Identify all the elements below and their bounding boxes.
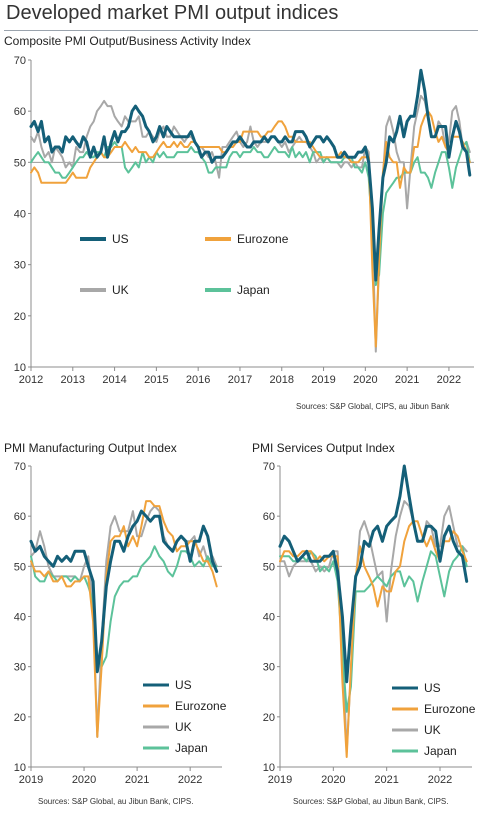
services-legend-label-us: US bbox=[424, 681, 441, 695]
composite-x-tick-label: 2012 bbox=[19, 374, 43, 386]
composite-chart-title: Composite PMI Output/Business Activity I… bbox=[4, 34, 251, 48]
services-y-tick-label: 40 bbox=[263, 612, 275, 624]
composite-y-tick-label: 60 bbox=[14, 106, 26, 118]
services-y-tick-label: 20 bbox=[263, 712, 275, 724]
manufacturing-y-tick-label: 30 bbox=[14, 662, 26, 674]
composite-y-tick-label: 20 bbox=[14, 311, 26, 323]
services-y-tick-label: 10 bbox=[263, 762, 275, 774]
page-title: Developed market PMI output indices bbox=[6, 2, 339, 24]
composite-y-tick-label: 10 bbox=[14, 362, 26, 374]
services-y-tick-label: 60 bbox=[263, 511, 275, 523]
composite-x-tick-label: 2020 bbox=[353, 374, 377, 386]
composite-x-tick-label: 2017 bbox=[228, 374, 252, 386]
composite-x-tick-label: 2022 bbox=[437, 374, 461, 386]
services-y-tick-label: 70 bbox=[263, 461, 275, 473]
services-y-tick-label: 30 bbox=[263, 662, 275, 674]
composite-x-tick-label: 2019 bbox=[311, 374, 335, 386]
manufacturing-chart: 10 20 30 40 50 60 70 2019 2020 2021 2022 US Eurozone… bbox=[14, 461, 227, 786]
composite-series-uk-line bbox=[30, 94, 471, 353]
composite-legend: US Eurozone UK Japan bbox=[80, 232, 289, 297]
services-chart: 10 20 30 40 50 60 70 2019 2020 2021 2022 US Eurozone… bbox=[263, 461, 476, 786]
manufacturing-x-tick-label: 2019 bbox=[19, 774, 43, 786]
services-x-tick-label: 2021 bbox=[374, 774, 398, 786]
manufacturing-y-tick-label: 60 bbox=[14, 511, 26, 523]
services-x-tick-label: 2020 bbox=[321, 774, 345, 786]
composite-chart: 10 20 30 40 50 60 70 2012 2013 2014 2015 2016 2017 20… bbox=[14, 55, 474, 386]
services-series-us-line bbox=[278, 464, 469, 684]
manufacturing-y-tick-label: 40 bbox=[14, 612, 26, 624]
manufacturing-x-tick-label: 2021 bbox=[125, 774, 149, 786]
manufacturing-legend-label-japan: Japan bbox=[175, 741, 208, 755]
manufacturing-legend-label-us: US bbox=[175, 678, 192, 692]
composite-x-tick-label: 2021 bbox=[395, 374, 419, 386]
composite-legend-label-japan: Japan bbox=[237, 283, 270, 297]
composite-y-tick-label: 40 bbox=[14, 209, 26, 221]
manufacturing-series-japan-line bbox=[30, 545, 218, 668]
composite-y-tick-label: 50 bbox=[14, 157, 26, 169]
composite-x-tick-label: 2015 bbox=[144, 374, 168, 386]
services-source-note: Sources: S&P Global, au Jibun Bank, CIPS… bbox=[293, 797, 449, 806]
services-legend: US Eurozone UK Japan bbox=[392, 681, 476, 758]
manufacturing-y-tick-label: 50 bbox=[14, 561, 26, 573]
title-divider bbox=[4, 30, 478, 31]
composite-legend-label-eurozone: Eurozone bbox=[237, 232, 289, 246]
composite-source-note: Sources: S&P Global, CIPS, au Jibun Bank bbox=[296, 402, 450, 411]
manufacturing-series-us-line bbox=[29, 509, 219, 674]
manufacturing-chart-title: PMI Manufacturing Output Index bbox=[4, 441, 177, 455]
composite-legend-label-uk: UK bbox=[112, 283, 129, 297]
manufacturing-legend: US Eurozone UK Japan bbox=[143, 678, 227, 755]
composite-x-tick-label: 2016 bbox=[186, 374, 210, 386]
manufacturing-y-tick-label: 20 bbox=[14, 712, 26, 724]
composite-y-tick-label: 30 bbox=[14, 260, 26, 272]
composite-series-us-line bbox=[29, 68, 472, 282]
services-x-tick-label: 2022 bbox=[428, 774, 452, 786]
services-series-eurozone-line bbox=[279, 520, 468, 758]
services-x-tick-label: 2019 bbox=[268, 774, 292, 786]
composite-legend-label-us: US bbox=[112, 232, 129, 246]
composite-x-tick-label: 2014 bbox=[102, 374, 126, 386]
services-chart-title: PMI Services Output Index bbox=[252, 441, 395, 455]
manufacturing-y-tick-label: 70 bbox=[14, 461, 26, 473]
services-legend-label-eurozone: Eurozone bbox=[424, 702, 476, 716]
manufacturing-x-tick-label: 2022 bbox=[178, 774, 202, 786]
manufacturing-legend-label-eurozone: Eurozone bbox=[175, 699, 227, 713]
services-legend-label-japan: Japan bbox=[424, 744, 457, 758]
composite-series-eurozone-line bbox=[30, 110, 471, 348]
manufacturing-legend-label-uk: UK bbox=[175, 720, 192, 734]
services-y-tick-label: 50 bbox=[263, 561, 275, 573]
manufacturing-y-tick-label: 10 bbox=[14, 762, 26, 774]
composite-x-tick-label: 2018 bbox=[270, 374, 294, 386]
composite-x-tick-label: 2013 bbox=[61, 374, 85, 386]
manufacturing-source-note: Sources: S&P Global, au Jibun Bank, CIPS… bbox=[38, 797, 194, 806]
composite-y-tick-label: 70 bbox=[14, 55, 26, 67]
manufacturing-x-tick-label: 2020 bbox=[72, 774, 96, 786]
services-legend-label-uk: UK bbox=[424, 723, 441, 737]
